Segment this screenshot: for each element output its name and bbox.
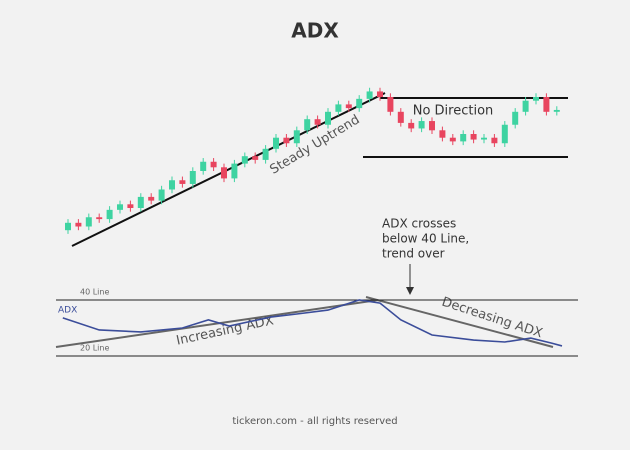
annotation: trend over — [382, 247, 445, 261]
candle-body — [325, 111, 331, 125]
candle-body — [117, 204, 123, 210]
candle-body — [491, 137, 498, 144]
candle-body — [127, 204, 134, 208]
candle-body — [283, 137, 290, 144]
candle-body — [397, 111, 404, 123]
candle-body — [418, 121, 425, 129]
annotation: ADX crosses — [382, 217, 456, 231]
candle-body — [387, 97, 394, 112]
candle-body — [189, 171, 196, 184]
candle-body — [533, 97, 539, 101]
candle-body — [522, 100, 529, 112]
candle-body — [96, 217, 103, 220]
chart-title: ADX — [291, 19, 339, 43]
candle-body — [65, 222, 71, 231]
candle-body — [252, 156, 259, 160]
arrow-head — [406, 287, 414, 295]
annotation: below 40 Line, — [382, 232, 469, 246]
candle-body — [304, 119, 311, 131]
candle-body — [231, 163, 238, 179]
candle-body — [85, 217, 92, 227]
candle-body — [470, 134, 477, 140]
candle-body — [377, 91, 383, 97]
candle-body — [356, 98, 363, 109]
candle-body — [481, 137, 487, 140]
candle-body — [158, 189, 165, 201]
trend-line — [55, 299, 379, 348]
candle-body — [75, 222, 82, 227]
candle-body — [241, 156, 248, 164]
candle-body — [543, 97, 550, 112]
candle-body — [335, 104, 342, 112]
candle-body — [210, 161, 217, 168]
candle-body — [408, 122, 415, 129]
annotation: No Direction — [413, 104, 494, 119]
candle-body — [345, 104, 352, 109]
candle-body — [512, 111, 519, 125]
legend-label: ADX — [58, 305, 77, 315]
candle-body — [460, 134, 467, 142]
candle-body — [179, 180, 186, 184]
candle-body — [314, 119, 321, 125]
candle-body — [106, 209, 113, 220]
reference-label: 20 Line — [80, 344, 109, 353]
trend-line — [71, 92, 386, 247]
candle-body — [200, 161, 207, 171]
candle-body — [293, 130, 300, 144]
candle-body — [439, 130, 446, 138]
candle-body — [148, 196, 155, 201]
candle-body — [262, 148, 269, 160]
candle-body — [429, 121, 435, 131]
adx-line — [62, 299, 563, 347]
candle-body — [501, 124, 508, 144]
candle-body — [366, 91, 373, 99]
candle-body — [553, 109, 560, 112]
candle-body — [137, 196, 144, 208]
candle-body — [221, 167, 227, 179]
candle-body — [273, 137, 279, 149]
candle-body — [449, 137, 456, 142]
reference-label: 40 Line — [80, 288, 109, 297]
footer: tickeron.com - all rights reserved — [232, 416, 397, 427]
candle-body — [169, 180, 175, 190]
